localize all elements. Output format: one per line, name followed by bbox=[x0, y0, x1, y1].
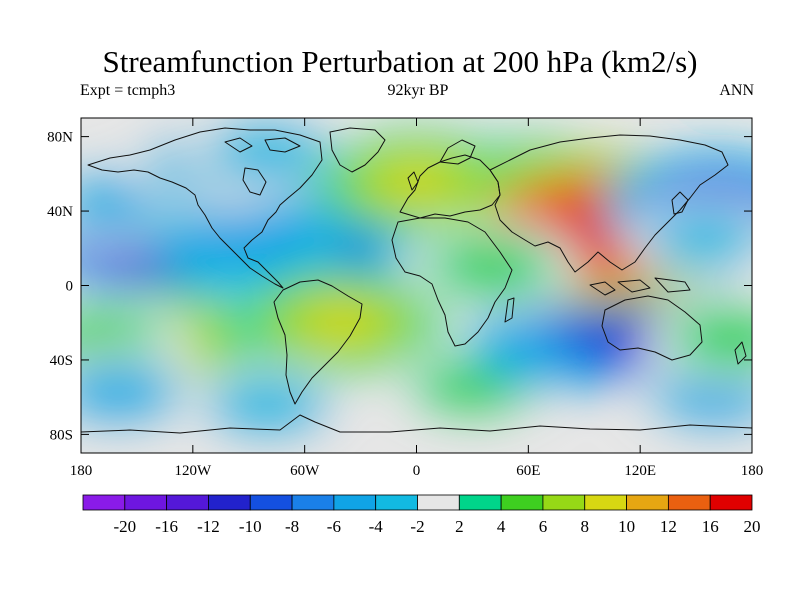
colorbar-swatch bbox=[208, 494, 251, 511]
colorbar-swatch bbox=[124, 494, 168, 511]
experiment-label: Expt = tcmph3 bbox=[80, 82, 176, 99]
field-core bbox=[81, 320, 133, 355]
field-core bbox=[700, 320, 752, 355]
lat-tick-label: 80N bbox=[47, 130, 73, 146]
coast-scandinavia bbox=[439, 139, 476, 165]
field-core bbox=[302, 302, 382, 343]
map-axes: 80N 40N 0 40S 80S 180 120W 60W 0 60E 120E 180 bbox=[47, 118, 763, 479]
coast-antarctica bbox=[81, 414, 752, 434]
coast-africa bbox=[391, 217, 513, 347]
colorbar-label: -16 bbox=[155, 517, 178, 536]
contour-field bbox=[81, 118, 752, 451]
colorbar-swatch bbox=[458, 494, 502, 511]
coast-australia bbox=[601, 295, 703, 361]
colorbar-label: 6 bbox=[539, 517, 548, 536]
colorbar-label: 4 bbox=[497, 517, 506, 536]
colorbar-label: -6 bbox=[327, 517, 341, 536]
colorbar-swatch bbox=[82, 494, 126, 511]
coast-north-america bbox=[87, 127, 323, 289]
colorbar-label: -12 bbox=[197, 517, 220, 536]
coastlines bbox=[81, 127, 752, 434]
colorbar-label: -8 bbox=[285, 517, 299, 536]
field-core bbox=[458, 249, 525, 284]
coast-asia bbox=[489, 134, 729, 273]
field-core bbox=[214, 221, 284, 257]
colorbar-label: 20 bbox=[744, 517, 761, 536]
colorbar-swatch bbox=[584, 494, 627, 511]
field-core bbox=[85, 184, 152, 219]
colorbar-swatch bbox=[291, 494, 335, 511]
colorbar-swatch bbox=[626, 494, 669, 511]
field-core bbox=[235, 390, 299, 423]
lat-tick-label: 80S bbox=[50, 427, 73, 443]
colorbar-label: -10 bbox=[239, 517, 262, 536]
colorbar-label: -20 bbox=[113, 517, 136, 536]
coast-madagascar bbox=[504, 297, 515, 323]
field-core bbox=[235, 135, 299, 168]
lat-tick-label: 0 bbox=[66, 279, 74, 295]
lon-tick-label: 120E bbox=[624, 463, 656, 479]
season-label: ANN bbox=[719, 82, 754, 99]
colorbar-swatch bbox=[333, 494, 377, 511]
colorbar-label: 8 bbox=[581, 517, 590, 536]
colorbar-swatch bbox=[667, 494, 711, 511]
colorbar-swatch bbox=[709, 494, 753, 511]
coast-britain bbox=[407, 171, 419, 191]
lon-tick-label: 180 bbox=[741, 463, 764, 479]
lon-tick-label: 0 bbox=[413, 463, 421, 479]
colorbar-swatch bbox=[249, 494, 293, 511]
colorbar-label: 10 bbox=[618, 517, 635, 536]
coast-arctic-islands bbox=[224, 137, 301, 153]
coast-hudson-bay bbox=[242, 167, 267, 196]
colorbar-swatch bbox=[542, 494, 586, 511]
field-core bbox=[85, 376, 152, 411]
colorbar-label: -4 bbox=[369, 517, 384, 536]
lon-tick-label: 60W bbox=[290, 463, 320, 479]
field-core bbox=[441, 371, 504, 405]
lon-tick-label: 120W bbox=[174, 463, 212, 479]
lat-tick-label: 40S bbox=[50, 353, 73, 369]
coast-japan bbox=[671, 191, 689, 215]
coast-south-america bbox=[273, 279, 363, 405]
colorbar-swatch bbox=[375, 494, 418, 511]
colorbar-label: 12 bbox=[660, 517, 677, 536]
coast-indonesia bbox=[589, 277, 691, 296]
lon-tick-label: 60E bbox=[516, 463, 540, 479]
field-core bbox=[681, 380, 748, 415]
colorbar-swatch bbox=[166, 494, 209, 511]
colorbar-label: -2 bbox=[410, 517, 424, 536]
time-label: 92kyr BP bbox=[387, 82, 449, 99]
colorbar-swatch bbox=[500, 494, 544, 511]
lon-tick-label: 180 bbox=[70, 463, 93, 479]
colorbar-label: 2 bbox=[455, 517, 464, 536]
coast-new-zealand bbox=[734, 341, 747, 365]
coast-greenland bbox=[329, 127, 386, 173]
colorbar-label: 16 bbox=[702, 517, 719, 536]
colorbar: -20 -16 -12 -10 -8 -6 -4 -2 2 4 6 8 10 12 16 20 bbox=[82, 494, 761, 536]
field-core bbox=[675, 223, 736, 255]
field-core bbox=[378, 163, 455, 203]
lat-tick-label: 40N bbox=[47, 204, 73, 220]
colorbar-swatch bbox=[417, 494, 460, 511]
map-title: Streamfunction Perturbation at 200 hPa (… bbox=[102, 44, 698, 79]
